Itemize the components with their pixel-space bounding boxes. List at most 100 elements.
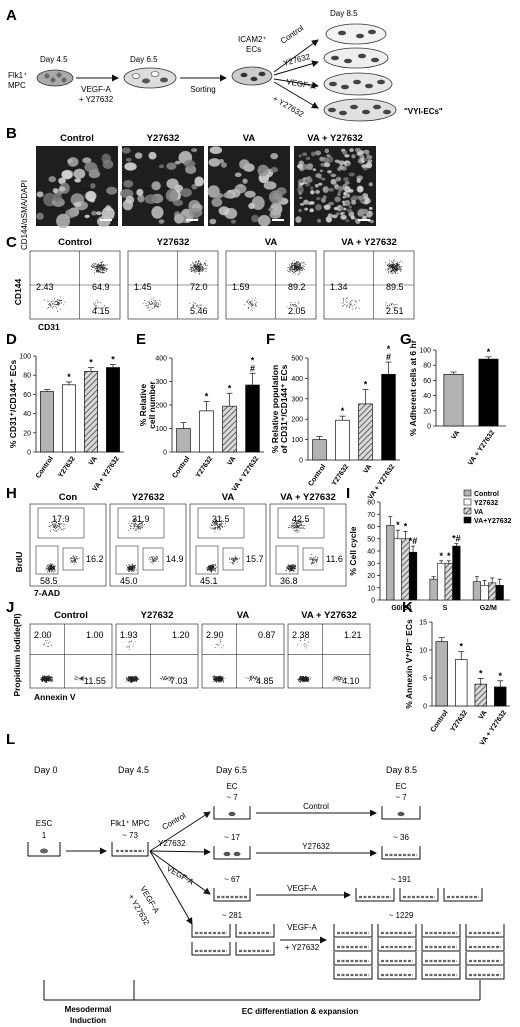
h-gate-mid-value: 11.6 bbox=[326, 554, 343, 564]
c-plot-2-event bbox=[291, 264, 293, 266]
h-plot-0-event bbox=[55, 527, 57, 529]
l-count65-3: ~ 281 bbox=[222, 911, 243, 920]
h-plot-1-event bbox=[135, 526, 137, 528]
j-plot-2-event bbox=[222, 677, 224, 679]
chart-k-bar bbox=[435, 641, 448, 707]
c-plot-1-event bbox=[155, 300, 157, 302]
l-d85-vy-0-3 bbox=[465, 924, 505, 938]
c-plot-2-event bbox=[291, 270, 293, 272]
h-plot-2-event bbox=[215, 564, 216, 566]
j-plot-2-event bbox=[214, 681, 216, 682]
h-plot-2-event bbox=[210, 571, 212, 573]
j-plot-1-event bbox=[166, 677, 168, 679]
c-plot-3-event bbox=[349, 301, 351, 303]
c-plot-1-event bbox=[199, 262, 201, 264]
l-ec85: EC bbox=[395, 782, 406, 791]
c-plot-0-event bbox=[59, 296, 61, 298]
b-cell bbox=[239, 159, 250, 170]
h-plot-0-event bbox=[52, 567, 54, 569]
h-plot-1-event bbox=[133, 570, 134, 572]
c-plot-0-event bbox=[101, 264, 103, 265]
h-plot-3-event bbox=[299, 524, 301, 525]
chart-k-ytick-label: 15 bbox=[419, 620, 427, 627]
c-plot-0-event bbox=[102, 268, 104, 270]
j-plot-2-event bbox=[213, 679, 215, 681]
h-plot-0-event bbox=[51, 564, 53, 566]
j-plot-1-event bbox=[165, 678, 166, 680]
c-plot-2-event bbox=[291, 267, 293, 269]
c-plot-2-event bbox=[303, 266, 305, 268]
c-plot-2-event bbox=[296, 265, 298, 267]
h-plot-2-event bbox=[219, 528, 221, 530]
c-plot-0-event bbox=[102, 265, 104, 267]
h-plot-0-event bbox=[73, 556, 75, 558]
j-plot-0-event bbox=[46, 678, 47, 680]
h-plot-1-event bbox=[154, 561, 156, 563]
chart-d-ytick-label: 40 bbox=[23, 411, 31, 418]
b-cell bbox=[364, 198, 371, 204]
chart-d-bar bbox=[40, 391, 54, 453]
day65-dish bbox=[123, 67, 177, 89]
c-plot-2-event bbox=[297, 266, 299, 268]
h-plot-0-event bbox=[62, 529, 64, 531]
h-plot-1-event bbox=[129, 566, 131, 568]
chart-i-bar bbox=[480, 584, 489, 601]
chart-g-bar bbox=[443, 373, 464, 427]
c-plot-0-event bbox=[106, 269, 108, 271]
j-plot-2-event bbox=[218, 681, 219, 683]
c-plot-1-event bbox=[152, 302, 154, 304]
h-plot-0-event bbox=[59, 523, 60, 525]
l-ecdiff: EC differentiation & expansion bbox=[242, 1007, 359, 1016]
chart-e-bar bbox=[199, 410, 214, 453]
c-plot-2-event bbox=[295, 262, 296, 264]
chart-f-bar bbox=[358, 403, 373, 461]
c-plot-2-event bbox=[299, 270, 301, 272]
c-plot-3-event bbox=[385, 261, 387, 263]
c-plot-3-event bbox=[394, 271, 396, 273]
h-plot-1-event bbox=[129, 527, 131, 529]
j-plot-3-event bbox=[303, 681, 305, 683]
chart-g-ytick-label: 80 bbox=[423, 363, 431, 370]
c-plot-0-event bbox=[97, 267, 99, 269]
h-plot-1-event bbox=[133, 569, 135, 571]
c-plot-1-event bbox=[142, 303, 144, 305]
c-plot-3-event bbox=[385, 304, 387, 306]
c-plot-1-event bbox=[194, 269, 195, 271]
h-plot-0-event bbox=[45, 569, 47, 571]
c-plot-0-event bbox=[52, 303, 53, 305]
j-plot-2-event bbox=[219, 681, 221, 683]
c-plot-1-event bbox=[196, 268, 198, 270]
c-plot-0-event bbox=[98, 270, 100, 272]
c-plot-2-event bbox=[299, 268, 301, 270]
c-plot-1-event bbox=[156, 305, 158, 307]
h-plot-0-event bbox=[73, 557, 75, 559]
h-plot-0-event bbox=[49, 526, 51, 528]
h-gate-bot-value: 58.5 bbox=[40, 576, 58, 586]
h-plot-0-event bbox=[50, 563, 52, 564]
h-plot-1-event bbox=[140, 528, 142, 530]
h-plot-2-event bbox=[224, 523, 226, 524]
h-plot-3-event bbox=[314, 560, 316, 562]
c-plot-1-event bbox=[149, 303, 151, 305]
h-plot-2-event bbox=[209, 567, 211, 569]
chart-i-bar bbox=[444, 562, 453, 601]
l-d65-y27632-cell bbox=[223, 851, 231, 857]
c-plot-1-event bbox=[196, 265, 198, 267]
c-plot-3-event bbox=[387, 264, 389, 266]
c-plot-1-event bbox=[194, 270, 196, 272]
chart-e-ylabel: % Relative bbox=[138, 383, 148, 426]
h-plot-2-event bbox=[221, 521, 222, 522]
b-cell bbox=[309, 201, 315, 205]
c-plot-1-event bbox=[193, 268, 195, 270]
j-plot-0-event bbox=[44, 679, 46, 681]
h-plot-2-event bbox=[220, 524, 222, 526]
h-plot-3-event bbox=[294, 531, 296, 533]
h-plot-3-event bbox=[287, 567, 289, 569]
c-plot-1-event bbox=[201, 269, 203, 271]
c-plot-0-event bbox=[100, 272, 102, 274]
b-cell bbox=[194, 176, 204, 187]
c-plot-2-event bbox=[296, 262, 298, 264]
c-plot-2-event bbox=[254, 303, 256, 305]
c-plot-1-event bbox=[196, 306, 198, 308]
c-plot-1-event bbox=[196, 270, 198, 272]
